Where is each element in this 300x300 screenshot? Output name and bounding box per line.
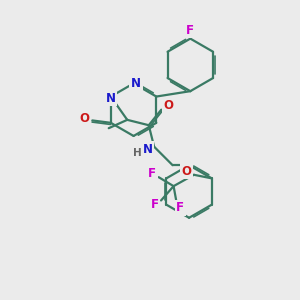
Text: O: O [164, 99, 174, 112]
Text: H: H [133, 148, 142, 158]
Text: N: N [142, 142, 152, 156]
Text: O: O [182, 165, 191, 178]
Text: N: N [131, 77, 141, 90]
Text: F: F [176, 201, 184, 214]
Text: F: F [151, 197, 158, 211]
Text: O: O [79, 112, 89, 125]
Text: F: F [186, 24, 194, 37]
Text: N: N [106, 92, 116, 104]
Text: F: F [148, 167, 156, 180]
